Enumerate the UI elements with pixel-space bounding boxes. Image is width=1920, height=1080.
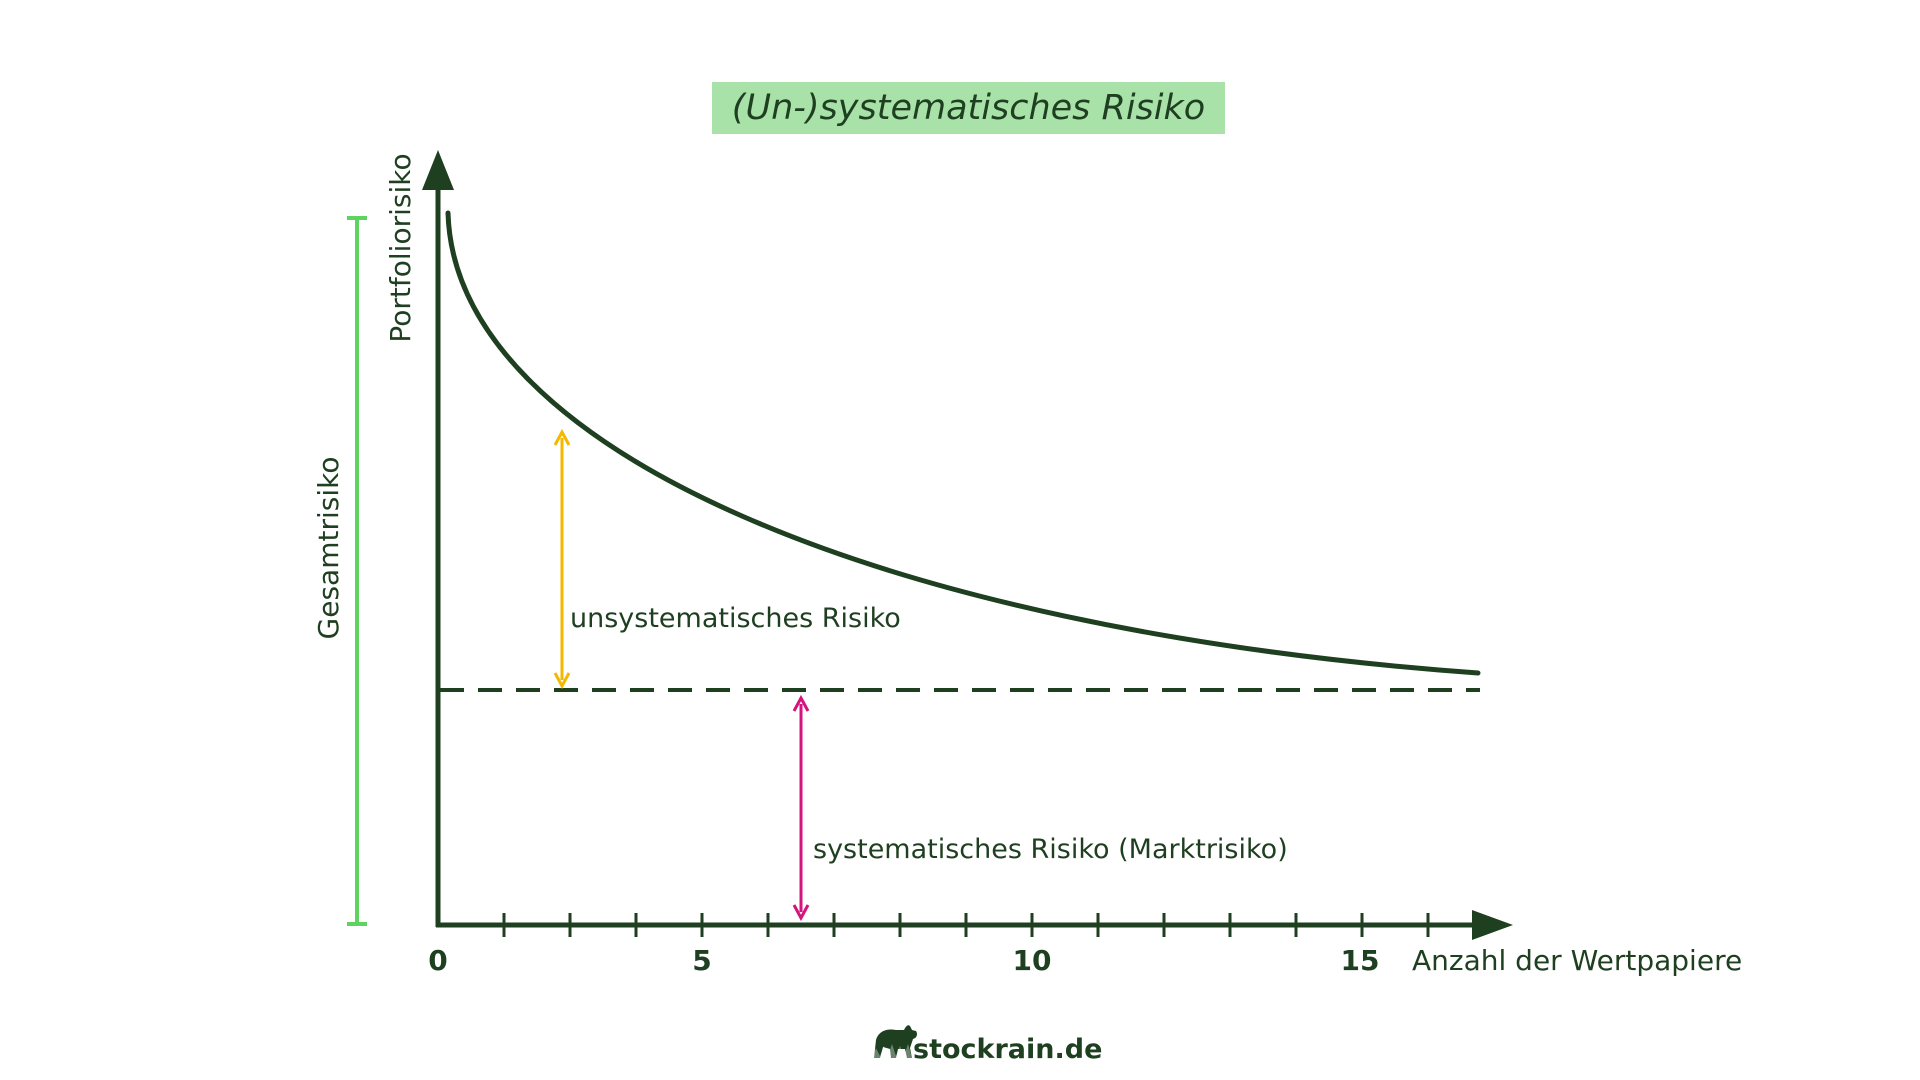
systematic-risk-arrow: [792, 694, 810, 922]
x-tick-label-0: 0: [428, 944, 447, 977]
x-axis: [436, 910, 1513, 940]
unsystematic-risk-arrow: [553, 428, 571, 690]
y-axis-arrowhead: [422, 150, 454, 190]
y-axis: [422, 150, 454, 927]
title-box: (Un-)systematisches Risiko: [712, 82, 1225, 134]
x-axis-label: Anzahl der Wertpapiere: [1412, 944, 1742, 977]
x-axis-ticks: [502, 913, 1430, 937]
total-risk-curve: [445, 210, 1481, 676]
gesamtrisiko-bracket: [347, 216, 367, 926]
logo-text: stockrain.de: [913, 1034, 1102, 1065]
chart-title: (Un-)systematisches Risiko: [731, 88, 1206, 128]
systematic-risk-label: systematisches Risiko (Marktrisiko): [813, 834, 1288, 865]
x-axis-arrowhead: [1472, 910, 1513, 940]
x-tick-label-5: 5: [692, 944, 711, 977]
unsystematic-risk-label: unsystematisches Risiko: [570, 603, 901, 634]
gesamtrisiko-label: Gesamtrisiko: [312, 457, 345, 640]
bull-icon: [872, 1025, 917, 1058]
x-tick-label-15: 15: [1341, 944, 1380, 977]
stockrain-logo: stockrain.de: [872, 1025, 1102, 1065]
y-axis-label: Portfoliorisiko: [384, 153, 417, 342]
x-tick-label-10: 10: [1013, 944, 1052, 977]
